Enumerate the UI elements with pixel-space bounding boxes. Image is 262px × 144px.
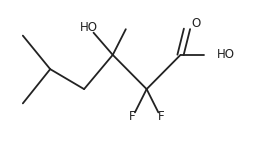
- Text: O: O: [192, 17, 201, 30]
- Text: HO: HO: [80, 21, 98, 34]
- Text: HO: HO: [217, 48, 235, 61]
- Text: F: F: [129, 110, 136, 123]
- Text: F: F: [158, 110, 164, 123]
